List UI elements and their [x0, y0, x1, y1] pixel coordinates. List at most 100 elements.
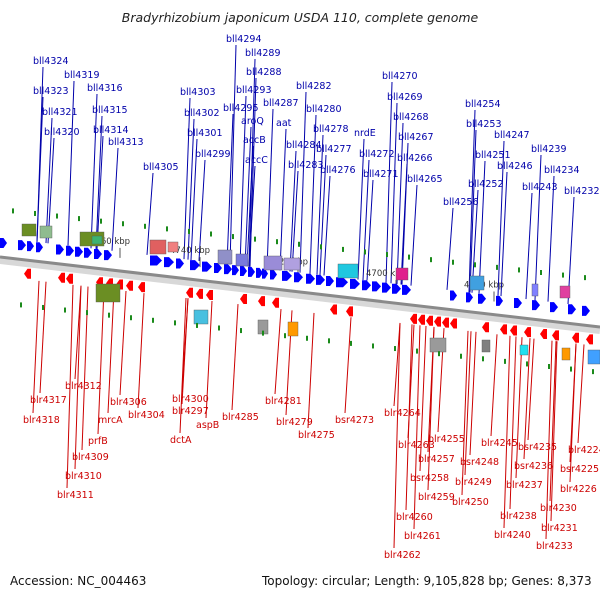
gene-label: bll4278: [313, 124, 349, 135]
gene-label: blr4249: [455, 477, 492, 488]
feature-marker: [188, 228, 190, 234]
reverse-gene-arrow: [482, 322, 489, 333]
reverse-gene-arrow: [586, 334, 593, 345]
gene-label: bll4269: [387, 92, 423, 103]
gene-label: blr4224: [568, 445, 600, 456]
gene-leader-line: [393, 322, 401, 407]
feature-marker: [240, 328, 242, 334]
gene-label: blr4233: [536, 541, 573, 552]
forward-gene-arrow: [240, 266, 247, 276]
gene-leader-line: [547, 175, 555, 302]
gene-label: accC: [245, 155, 268, 166]
forward-gene-arrow: [214, 262, 222, 273]
gene-label: blr4231: [541, 523, 578, 534]
forward-gene-arrow: [94, 248, 102, 259]
feature-marker: [372, 343, 374, 349]
feature-marker: [592, 369, 594, 375]
gene-label: bll4284: [286, 140, 322, 151]
gene-leader-line: [309, 114, 317, 274]
gene-label: bsr4248: [460, 457, 499, 468]
gene-label: accB: [243, 135, 266, 146]
feature-marker: [350, 340, 352, 346]
gene-label: bll4316: [87, 83, 123, 94]
gene-leader-line: [279, 128, 287, 271]
reverse-gene-arrow: [186, 287, 193, 298]
reverse-gene-arrow: [418, 314, 425, 325]
gene-feature-box: [283, 257, 301, 271]
reverse-gene-arrow: [258, 296, 265, 307]
gene-leader-line: [248, 165, 256, 267]
gene-feature-box: [481, 339, 491, 353]
gene-label: blr4304: [128, 410, 165, 421]
feature-marker: [12, 208, 14, 214]
gene-label: bll4232: [564, 186, 600, 197]
accession-text: Accession: NC_004463: [10, 574, 147, 588]
feature-marker: [262, 330, 264, 336]
reverse-gene-arrow: [206, 290, 213, 301]
gene-label: bll4303: [180, 87, 216, 98]
gene-label: bll4243: [522, 182, 558, 193]
gene-label: blr4310: [65, 471, 102, 482]
gene-label: bll4313: [108, 137, 144, 148]
reverse-gene-arrow: [272, 297, 279, 308]
feature-marker: [562, 272, 564, 278]
forward-gene-arrow: [164, 257, 174, 268]
feature-marker: [210, 231, 212, 237]
gene-leader-line: [198, 159, 206, 261]
reverse-gene-arrow: [510, 325, 517, 336]
forward-gene-arrow: [282, 270, 292, 281]
forward-gene-arrow: [232, 265, 239, 276]
gene-label: blr4312: [65, 381, 102, 392]
gene-leader-line: [97, 288, 105, 435]
feature-marker: [460, 353, 462, 359]
forward-gene-arrow: [18, 240, 26, 251]
axis-tick-label: 4760 kbp: [90, 237, 130, 247]
axis-tick-label: 4740 kbp: [170, 246, 210, 256]
gene-label: blr4257: [418, 454, 455, 465]
gene-label: bsr4235: [518, 442, 557, 453]
gene-leader-line: [190, 138, 198, 261]
gene-leader-line: [500, 171, 508, 297]
feature-marker: [86, 310, 88, 316]
gene-feature-box: [561, 347, 571, 361]
gene-leader-line: [577, 344, 585, 444]
map-title: Bradyrhizobium japonicum USDA 110, compl…: [121, 10, 479, 25]
gene-label: bll4251: [475, 150, 511, 161]
gene-leader-line: [461, 330, 469, 496]
gene-label: bll4321: [42, 107, 78, 118]
gene-label: blr4311: [57, 490, 94, 501]
gene-label: blr4264: [384, 408, 421, 419]
gene-leader-line: [534, 154, 542, 301]
gene-leader-line: [468, 109, 476, 293]
gene-label: nrdE: [354, 128, 376, 139]
gene-feature-box: [193, 309, 209, 325]
gene-label: blr4285: [222, 412, 259, 423]
genome-axis: [0, 255, 600, 329]
forward-gene-arrow: [202, 261, 212, 272]
gene-feature-box: [531, 283, 539, 297]
reverse-gene-arrow: [552, 330, 559, 341]
gene-leader-line: [545, 340, 553, 540]
gene-feature-box: [519, 344, 529, 356]
gene-leader-line: [95, 115, 103, 249]
gene-feature-box: [167, 241, 179, 253]
gene-leader-line: [549, 341, 557, 502]
forward-gene-arrow: [316, 274, 325, 285]
feature-marker: [42, 304, 44, 310]
forward-gene-arrow: [550, 302, 558, 313]
gene-label: bsr4273: [335, 415, 374, 426]
forward-gene-arrow: [84, 247, 92, 258]
feature-marker: [196, 322, 198, 328]
feature-marker: [474, 262, 476, 268]
feature-marker: [78, 216, 80, 222]
reverse-gene-arrow: [66, 273, 73, 284]
forward-gene-arrow: [350, 278, 360, 289]
feature-marker: [122, 221, 124, 227]
gene-label: prfB: [88, 436, 108, 447]
gene-feature-box: [469, 275, 485, 291]
forward-gene-arrow: [402, 284, 411, 295]
gene-label: blr4309: [72, 452, 109, 463]
gene-leader-line: [490, 334, 498, 437]
gene-leader-line: [366, 179, 374, 281]
reverse-gene-arrow: [426, 315, 433, 326]
